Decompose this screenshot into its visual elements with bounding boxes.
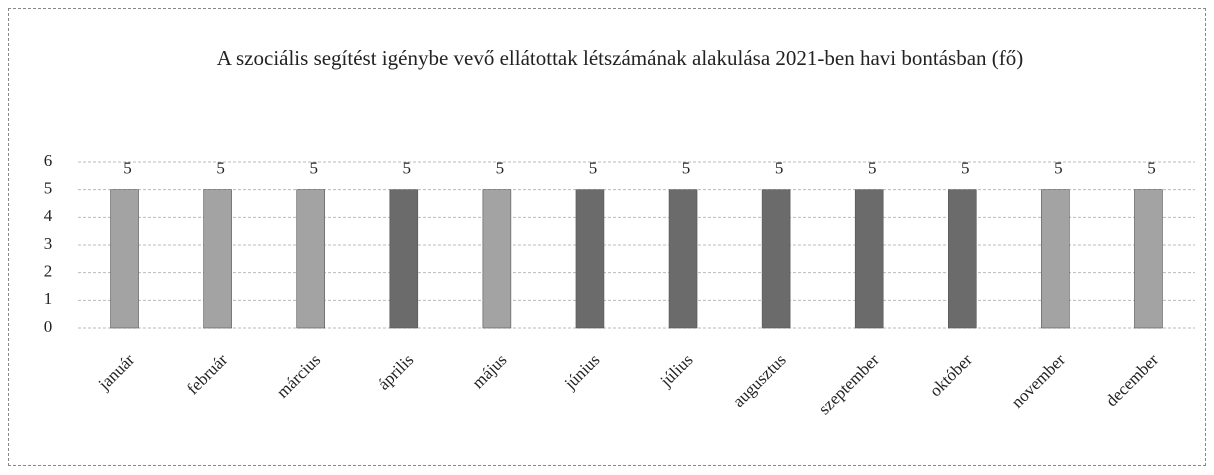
y-tick-label: 6 xyxy=(44,151,53,170)
data-label: 5 xyxy=(123,159,132,178)
data-label: 5 xyxy=(868,159,877,178)
bar xyxy=(761,189,791,329)
x-tick-label: június xyxy=(560,350,604,394)
chart-title: A szociális segítést igénybe vevő elláto… xyxy=(216,46,1024,70)
data-label: 5 xyxy=(775,159,784,178)
bar xyxy=(854,189,884,329)
data-label: 5 xyxy=(682,159,691,178)
x-tick-label: május xyxy=(468,350,510,392)
data-label: 5 xyxy=(216,159,225,178)
chart-border xyxy=(8,8,1206,466)
data-label: 5 xyxy=(309,159,318,178)
data-label: 5 xyxy=(1054,159,1063,178)
bar xyxy=(668,189,698,329)
x-tick-label: július xyxy=(656,350,697,391)
data-label: 5 xyxy=(589,159,598,178)
bar xyxy=(1134,189,1163,329)
data-label: 5 xyxy=(1147,159,1156,178)
data-label: 5 xyxy=(961,159,970,178)
y-tick-label: 1 xyxy=(44,289,53,308)
bar xyxy=(575,189,605,329)
y-tick-label: 0 xyxy=(44,317,53,336)
x-tick-label: augusztus xyxy=(729,350,790,411)
x-tick-label: december xyxy=(1102,350,1162,410)
bar xyxy=(482,189,512,329)
bar xyxy=(296,189,326,329)
bar xyxy=(389,189,419,329)
x-tick-label: november xyxy=(1007,350,1069,412)
data-label: 5 xyxy=(496,159,505,178)
x-tick-label: február xyxy=(183,350,231,398)
y-tick-label: 4 xyxy=(44,206,53,225)
bar xyxy=(203,189,232,329)
data-label: 5 xyxy=(403,159,412,178)
x-tick-label: szeptember xyxy=(815,350,883,418)
bar xyxy=(947,189,977,329)
y-tick-label: 3 xyxy=(44,234,53,253)
bar xyxy=(110,189,139,329)
x-tick-label: január xyxy=(94,350,138,394)
y-tick-label: 2 xyxy=(44,262,53,281)
x-tick-label: április xyxy=(374,350,417,393)
x-tick-label: október xyxy=(926,350,976,400)
y-tick-label: 5 xyxy=(44,179,53,198)
bar xyxy=(1041,189,1070,329)
x-tick-label: március xyxy=(273,350,324,401)
